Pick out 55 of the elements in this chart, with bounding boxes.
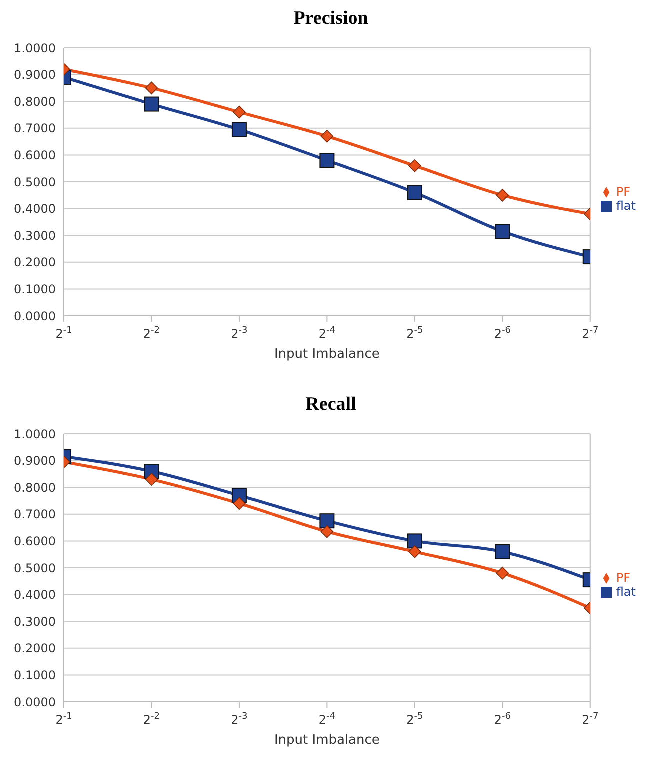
point xyxy=(320,525,334,538)
legend-label: PF xyxy=(616,571,631,585)
point xyxy=(407,534,422,549)
y-tick-label: 0.6000 xyxy=(14,534,56,548)
x-tick-label: 2$^{-4}$ xyxy=(318,712,336,727)
legend-label: flat xyxy=(616,199,636,213)
x-axis-title: Input Imbalance xyxy=(274,347,380,362)
y-tick-label: 0.4000 xyxy=(14,588,56,602)
point xyxy=(320,514,335,529)
y-tick-label: 0.1000 xyxy=(14,668,56,682)
y-tick-label: 0.7000 xyxy=(14,508,56,522)
x-tick-label: 2$^{-1}$ xyxy=(56,326,72,341)
y-tick-label: 0.9000 xyxy=(14,68,56,82)
y-tick-label: 0.9000 xyxy=(14,454,56,468)
point xyxy=(233,106,246,119)
chart-title: Precision xyxy=(292,8,370,31)
y-tick-label: 0.1000 xyxy=(14,282,56,296)
x-tick-label: 2$^{-2}$ xyxy=(143,326,160,341)
x-axis-title: Input Imbalance xyxy=(274,733,380,748)
y-tick-label: 0.5000 xyxy=(14,561,56,576)
point xyxy=(407,185,422,200)
y-tick-label: 0.8000 xyxy=(14,94,56,109)
y-tick-label: 0.6000 xyxy=(14,148,56,162)
x-tick-label: 2$^{-6}$ xyxy=(494,712,512,727)
x-tick-label: 2$^{-1}$ xyxy=(56,712,72,727)
point xyxy=(408,546,422,558)
y-tick-label: 1.0000 xyxy=(14,41,56,56)
y-tick-label: 0.2000 xyxy=(14,256,56,270)
y-tick-label: 0.4000 xyxy=(14,202,56,216)
point xyxy=(408,160,422,172)
point xyxy=(320,153,335,168)
x-tick-label: 2$^{-3}$ xyxy=(231,712,248,727)
point xyxy=(320,130,334,143)
y-tick-label: 0.0000 xyxy=(14,309,56,324)
y-tick-label: 0.0000 xyxy=(14,695,56,710)
y-tick-label: 0.5000 xyxy=(14,175,56,190)
x-tick-label: 2$^{-3}$ xyxy=(231,326,248,341)
legend-label: flat xyxy=(616,585,636,599)
x-tick-label: 2$^{-2}$ xyxy=(143,712,160,727)
y-tick-label: 0.3000 xyxy=(14,228,56,243)
legend-label: PF xyxy=(616,185,631,199)
x-tick-label: 2$^{-7}$ xyxy=(582,326,599,341)
x-tick-label: 2$^{-6}$ xyxy=(494,326,512,341)
x-tick-label: 2$^{-5}$ xyxy=(406,326,424,341)
y-tick-label: 0.8000 xyxy=(14,480,56,495)
point xyxy=(232,122,247,138)
x-tick-label: 2$^{-4}$ xyxy=(318,326,336,341)
y-tick-label: 1.0000 xyxy=(14,427,56,442)
point xyxy=(233,497,246,510)
x-tick-label: 2$^{-7}$ xyxy=(582,712,599,727)
chart-title: Recall xyxy=(304,394,358,417)
x-tick-label: 2$^{-5}$ xyxy=(406,712,424,727)
y-tick-label: 0.2000 xyxy=(14,642,56,656)
y-tick-label: 0.3000 xyxy=(14,614,56,629)
y-tick-label: 0.7000 xyxy=(14,122,56,136)
